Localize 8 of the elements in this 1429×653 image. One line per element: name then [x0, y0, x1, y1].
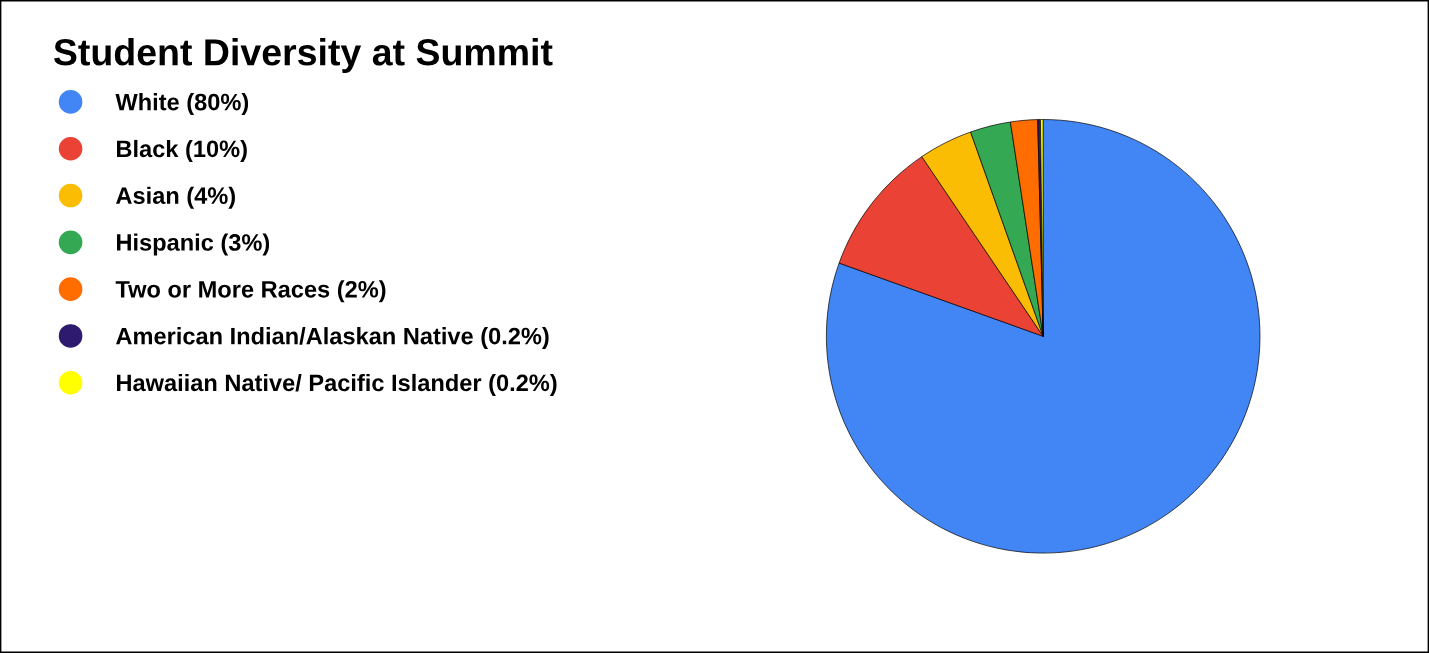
legend-label: Black (10%) [117, 139, 247, 162]
chart-title: Student Diversity at Summit [53, 38, 553, 73]
legend-label: Asian (4%) [116, 186, 235, 209]
legend-label: Hispanic (3%) [117, 233, 270, 256]
legend-label: Hawaiian Native/ Pacific Islander (0.2%) [117, 373, 557, 396]
legend-label: American Indian/Alaskan Native (0.2%) [116, 327, 549, 350]
legend-label: White (80%) [115, 93, 249, 116]
legend-label: Two or More Races (2%) [115, 280, 386, 303]
